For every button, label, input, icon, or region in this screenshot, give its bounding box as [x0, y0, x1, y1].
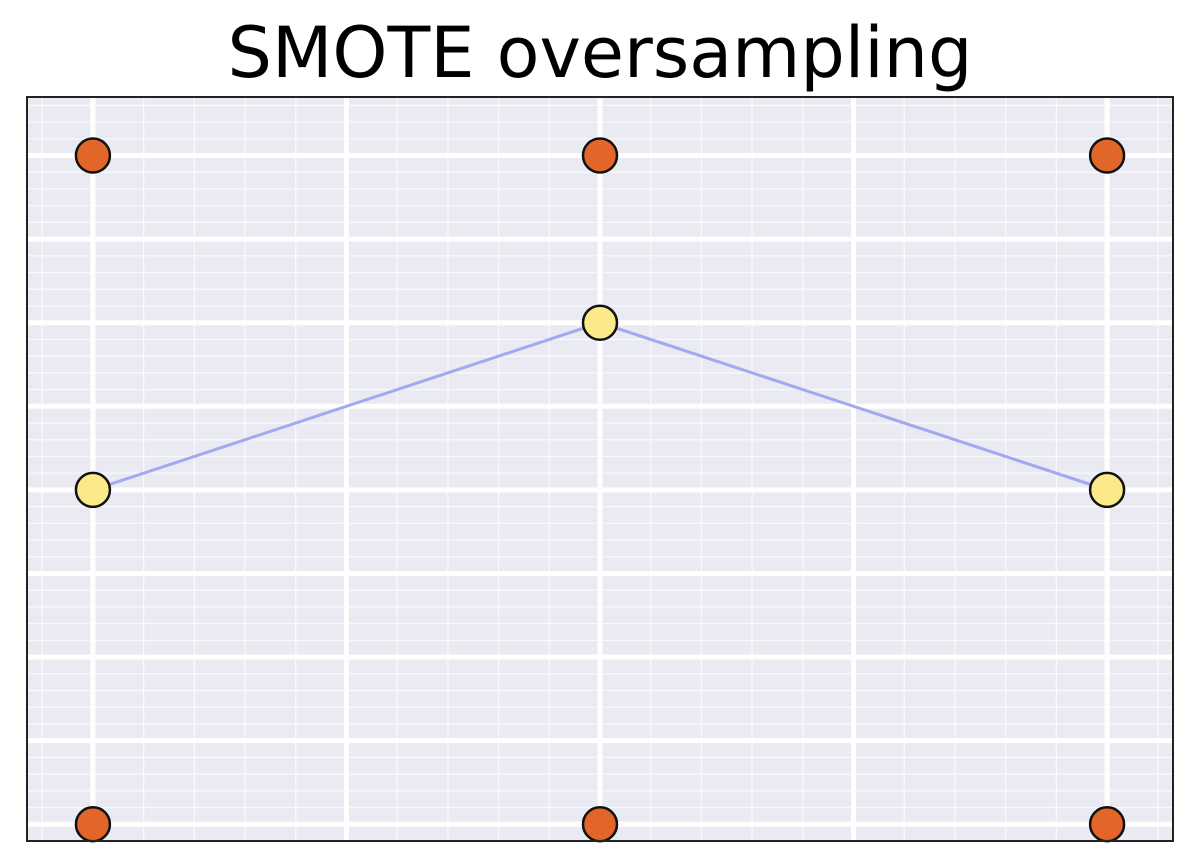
connection-line [599, 321, 1108, 492]
chart-title: SMOTE oversampling [227, 12, 973, 94]
majority-point [581, 137, 619, 174]
plot-frame [26, 96, 1174, 842]
minority-point [581, 304, 619, 341]
majority-point [74, 806, 112, 843]
connection-lines [92, 321, 1108, 492]
minority-point [1088, 471, 1126, 509]
majority-point [1088, 137, 1126, 174]
connection-line [92, 321, 601, 492]
majority-point [74, 137, 112, 174]
majority-point [1088, 806, 1126, 843]
data-points [74, 137, 1126, 843]
minority-point [74, 471, 112, 509]
majority-point [581, 806, 619, 843]
